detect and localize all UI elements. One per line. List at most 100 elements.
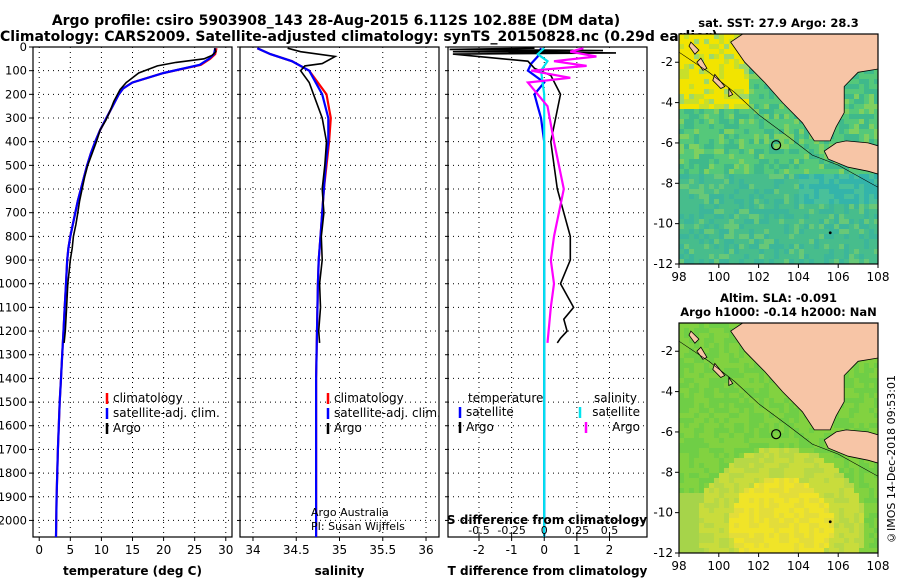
sst-map-cell <box>679 149 684 154</box>
sla-map-cell <box>864 393 869 398</box>
sla-map-xtick-label: 104 <box>787 559 810 573</box>
sst-map-cell <box>679 119 684 124</box>
sst-map-cell <box>694 39 699 44</box>
sst-map-cell <box>744 204 749 209</box>
sst-map-cell <box>864 234 869 239</box>
sst-map-cell <box>749 129 754 134</box>
sla-map-cell <box>854 398 859 403</box>
sst-map-cell <box>684 134 689 139</box>
sst-map-cell <box>849 199 854 204</box>
sla-map-cell <box>694 438 699 443</box>
sla-map-cell <box>804 448 809 453</box>
sla-map-cell <box>854 548 859 553</box>
sst-map-cell <box>694 79 699 84</box>
sla-map-cell <box>729 413 734 418</box>
sst-map-cell <box>814 249 819 254</box>
sst-map-cell <box>804 179 809 184</box>
sst-map-cell <box>704 234 709 239</box>
sla-map-cell <box>739 498 744 503</box>
sla-map-cell <box>704 533 709 538</box>
sst-map-cell <box>764 234 769 239</box>
sla-map-cell <box>694 383 699 388</box>
sla-map-cell <box>739 513 744 518</box>
sla-map-cell <box>764 533 769 538</box>
sla-map-cell <box>769 488 774 493</box>
sst-map-cell <box>829 229 834 234</box>
sst-map-cell <box>854 104 859 109</box>
sst-map-cell <box>824 234 829 239</box>
sst-map-cell <box>759 199 764 204</box>
sst-map-cell <box>734 154 739 159</box>
sla-map-cell <box>794 528 799 533</box>
sla-map-cell <box>689 383 694 388</box>
sst-map-cell <box>824 224 829 229</box>
sst-map-cell <box>679 34 684 39</box>
sla-map-cell <box>824 548 829 553</box>
sst-map-cell <box>684 39 689 44</box>
sst-map-cell <box>739 149 744 154</box>
sst-map-cell <box>689 139 694 144</box>
sla-map-cell <box>699 423 704 428</box>
sst-map-cell <box>859 79 864 84</box>
sla-map-cell <box>704 388 709 393</box>
sst-map-cell <box>869 229 874 234</box>
sla-map-cell <box>684 443 689 448</box>
sla-map-cell <box>739 538 744 543</box>
sla-map-cell <box>729 408 734 413</box>
sst-map-cell <box>719 114 724 119</box>
sst-map-cell <box>739 99 744 104</box>
sla-map-cell <box>689 468 694 473</box>
sla-map-cell <box>679 473 684 478</box>
sla-map-cell <box>779 413 784 418</box>
sla-map-cell <box>724 528 729 533</box>
sla-map-cell <box>724 388 729 393</box>
sla-map-cell <box>689 508 694 513</box>
sla-map-cell <box>764 513 769 518</box>
temp-xtick-label: 5 <box>66 543 74 557</box>
sla-map-cell <box>749 383 754 388</box>
sla-map-cell <box>854 423 859 428</box>
sla-map-cell <box>869 383 874 388</box>
sst-map-cell <box>774 204 779 209</box>
diff-s-legend-label: Argo <box>612 420 640 434</box>
sla-map-cell <box>689 388 694 393</box>
sst-map-cell <box>699 114 704 119</box>
sst-map-cell <box>759 229 764 234</box>
sla-map-cell <box>689 548 694 553</box>
sst-map-cell <box>824 174 829 179</box>
sst-map-cell <box>779 239 784 244</box>
sst-map-cell <box>724 124 729 129</box>
sst-map-cell <box>744 249 749 254</box>
sla-map-cell <box>789 533 794 538</box>
sst-map-cell <box>869 244 874 249</box>
sla-map-cell <box>864 408 869 413</box>
sla-map-cell <box>724 463 729 468</box>
sst-map-cell <box>734 229 739 234</box>
sst-map-cell <box>859 94 864 99</box>
sla-map-cell <box>854 413 859 418</box>
sst-map-cell <box>769 224 774 229</box>
sla-map-cell <box>779 493 784 498</box>
temp-xtick-label: 10 <box>94 543 109 557</box>
sla-map-cell <box>749 493 754 498</box>
sla-map-cell <box>839 413 844 418</box>
sla-map-cell <box>724 413 729 418</box>
sst-map-cell <box>869 129 874 134</box>
sla-map-cell <box>814 523 819 528</box>
sst-map-cell <box>859 204 864 209</box>
sst-map-cell <box>694 174 699 179</box>
sst-map-cell <box>789 204 794 209</box>
sla-map-cell <box>809 503 814 508</box>
sst-map-cell <box>704 39 709 44</box>
sst-map-cell <box>764 104 769 109</box>
sst-map-cell <box>814 189 819 194</box>
sst-map-cell <box>689 129 694 134</box>
sla-map-cell <box>739 463 744 468</box>
sst-map-cell <box>844 229 849 234</box>
sst-map-cell <box>824 194 829 199</box>
sla-map-cell <box>784 463 789 468</box>
sst-map-cell <box>704 94 709 99</box>
sla-map-cell <box>804 518 809 523</box>
sst-map-cell <box>704 169 709 174</box>
sst-map-cell <box>769 194 774 199</box>
